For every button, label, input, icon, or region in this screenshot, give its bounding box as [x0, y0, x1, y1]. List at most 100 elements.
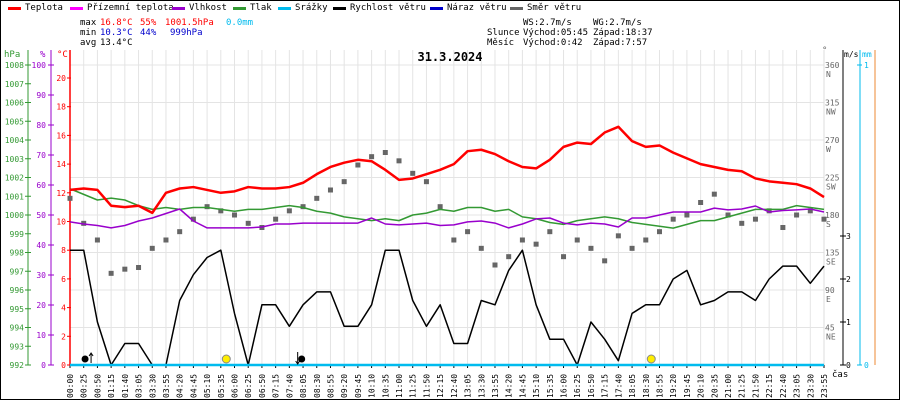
direction-axis-unit: °: [822, 46, 827, 56]
x-tick-label: 21:25: [738, 374, 747, 398]
x-tick-label: 17:15: [601, 374, 610, 398]
min-temp: 10.3°C: [100, 28, 133, 38]
wind-direction-point: [602, 258, 608, 264]
wind-tick-label: 0: [846, 361, 851, 370]
legend-item-rychlost-vetru: Rychlost větru: [333, 3, 426, 13]
x-tick-label: 07:40: [285, 374, 294, 398]
wind-direction-point: [286, 208, 292, 214]
legend-label: Směr větru: [527, 3, 582, 13]
temperature-tick-label: 4: [61, 304, 66, 313]
humidity-tick-label: 40: [36, 241, 46, 250]
legend-item-teplota: Teplota: [8, 3, 63, 13]
x-tick-label: 00:25: [80, 374, 89, 398]
x-tick-label: 12:15: [436, 374, 445, 398]
pressure-tick-label: 1003: [5, 155, 24, 164]
direction-compass-label: W: [826, 145, 831, 154]
x-tick-label: 08:05: [299, 374, 308, 398]
x-tick-label: 16:00: [560, 374, 569, 398]
x-tick-label: 11:50: [422, 374, 431, 398]
arrow-head-icon: [295, 360, 301, 365]
wind-direction-point: [698, 200, 704, 205]
direction-compass-label: SW: [826, 183, 836, 192]
max-humidity: 55%: [140, 18, 157, 28]
wind-direction-point: [739, 220, 745, 226]
temperature-tick-label: 16: [56, 131, 66, 140]
wind-direction-point: [382, 150, 388, 155]
humidity-tick-label: 90: [36, 91, 46, 100]
pressure-tick-label: 1000: [5, 211, 24, 220]
direction-tick-label: 315: [825, 99, 840, 108]
temperature-axis-unit: °C: [57, 50, 68, 60]
wind-direction-point: [314, 195, 320, 201]
wind-direction-point: [355, 162, 361, 168]
wind-direction-point: [670, 216, 676, 222]
wind-direction-point: [794, 212, 800, 218]
max-rain: 0.0mm: [226, 18, 254, 28]
humidity-tick-label: 80: [36, 121, 46, 130]
x-tick-label: 16:50: [587, 374, 596, 398]
temperature-tick-label: 8: [61, 246, 66, 255]
avg-label: avg: [80, 38, 97, 48]
x-tick-label: 00:50: [93, 374, 102, 398]
direction-compass-label: E: [826, 295, 831, 304]
humidity-tick-label: 20: [36, 301, 46, 310]
wind-direction-point: [423, 179, 429, 185]
humidity-tick-label: 60: [36, 181, 46, 190]
pressure-tick-label: 1002: [5, 174, 24, 183]
x-tick-label: 13:55: [491, 374, 500, 398]
moonrise-icon: [81, 355, 89, 363]
direction-tick-label: 90: [825, 286, 835, 295]
moon-label: Měsíc: [487, 38, 515, 48]
legend-swatch: [8, 6, 21, 10]
pressure-tick-label: 994: [10, 324, 25, 333]
rain-tick-label: 1: [864, 61, 869, 70]
wind-direction-point: [451, 237, 457, 243]
moonrise-time: Východ:0:42: [523, 38, 583, 48]
x-tick-label: 01:15: [107, 374, 116, 398]
humidity-tick-label: 30: [36, 271, 46, 280]
humidity-tick-label: 0: [41, 361, 46, 370]
wind-gust-stat: WG:2.7m/s: [593, 18, 642, 28]
direction-tick-label: 135: [825, 249, 840, 258]
wind-direction-point: [752, 216, 758, 222]
wind-direction-point: [711, 191, 717, 197]
wind-axis-unit: m/s: [844, 50, 859, 59]
x-tick-label: 10:10: [368, 374, 377, 398]
pressure-tick-label: 1004: [5, 136, 24, 145]
wind-direction-point: [218, 208, 224, 214]
direction-tick-label: 180: [825, 211, 840, 220]
min-pressure: 999hPa: [170, 28, 203, 38]
pressure-axis-unit: hPa: [4, 50, 20, 60]
legend-item-vlhkost: Vlhkost: [172, 3, 227, 13]
wind-direction-point: [492, 262, 498, 268]
x-tick-label: 03:55: [162, 374, 171, 398]
max-label: max: [80, 18, 97, 28]
humidity-tick-label: 10: [36, 331, 46, 340]
wind-direction-point: [163, 237, 169, 243]
pressure-tick-label: 998: [10, 249, 25, 258]
temperature-tick-label: 12: [56, 189, 66, 198]
legend-swatch: [278, 6, 291, 10]
x-tick-label: 10:35: [381, 374, 390, 398]
x-tick-label: 09:45: [354, 374, 363, 398]
wind-direction-point: [574, 237, 580, 243]
x-tick-label: 15:10: [532, 374, 541, 398]
pressure-tick-label: 1008: [5, 61, 24, 70]
x-tick-label: 01:40: [121, 374, 130, 398]
x-tick-label: 13:05: [464, 374, 473, 398]
wind-direction-point: [629, 245, 635, 251]
x-tick-label: 18:05: [628, 374, 637, 398]
wind-direction-point: [273, 216, 279, 222]
pressure-tick-label: 1001: [5, 192, 24, 201]
legend-item-naraz-vetru: Náraz větru: [430, 3, 507, 13]
temperature-tick-label: 2: [61, 332, 66, 341]
wind-direction-point: [725, 212, 731, 218]
pressure-tick-label: 992: [10, 361, 25, 370]
x-tick-label: 13:30: [477, 374, 486, 398]
rain-tick-label: 0: [864, 361, 869, 370]
direction-compass-label: SE: [826, 258, 836, 267]
legend-label: Srážky: [295, 3, 328, 13]
legend-swatch: [70, 6, 83, 10]
